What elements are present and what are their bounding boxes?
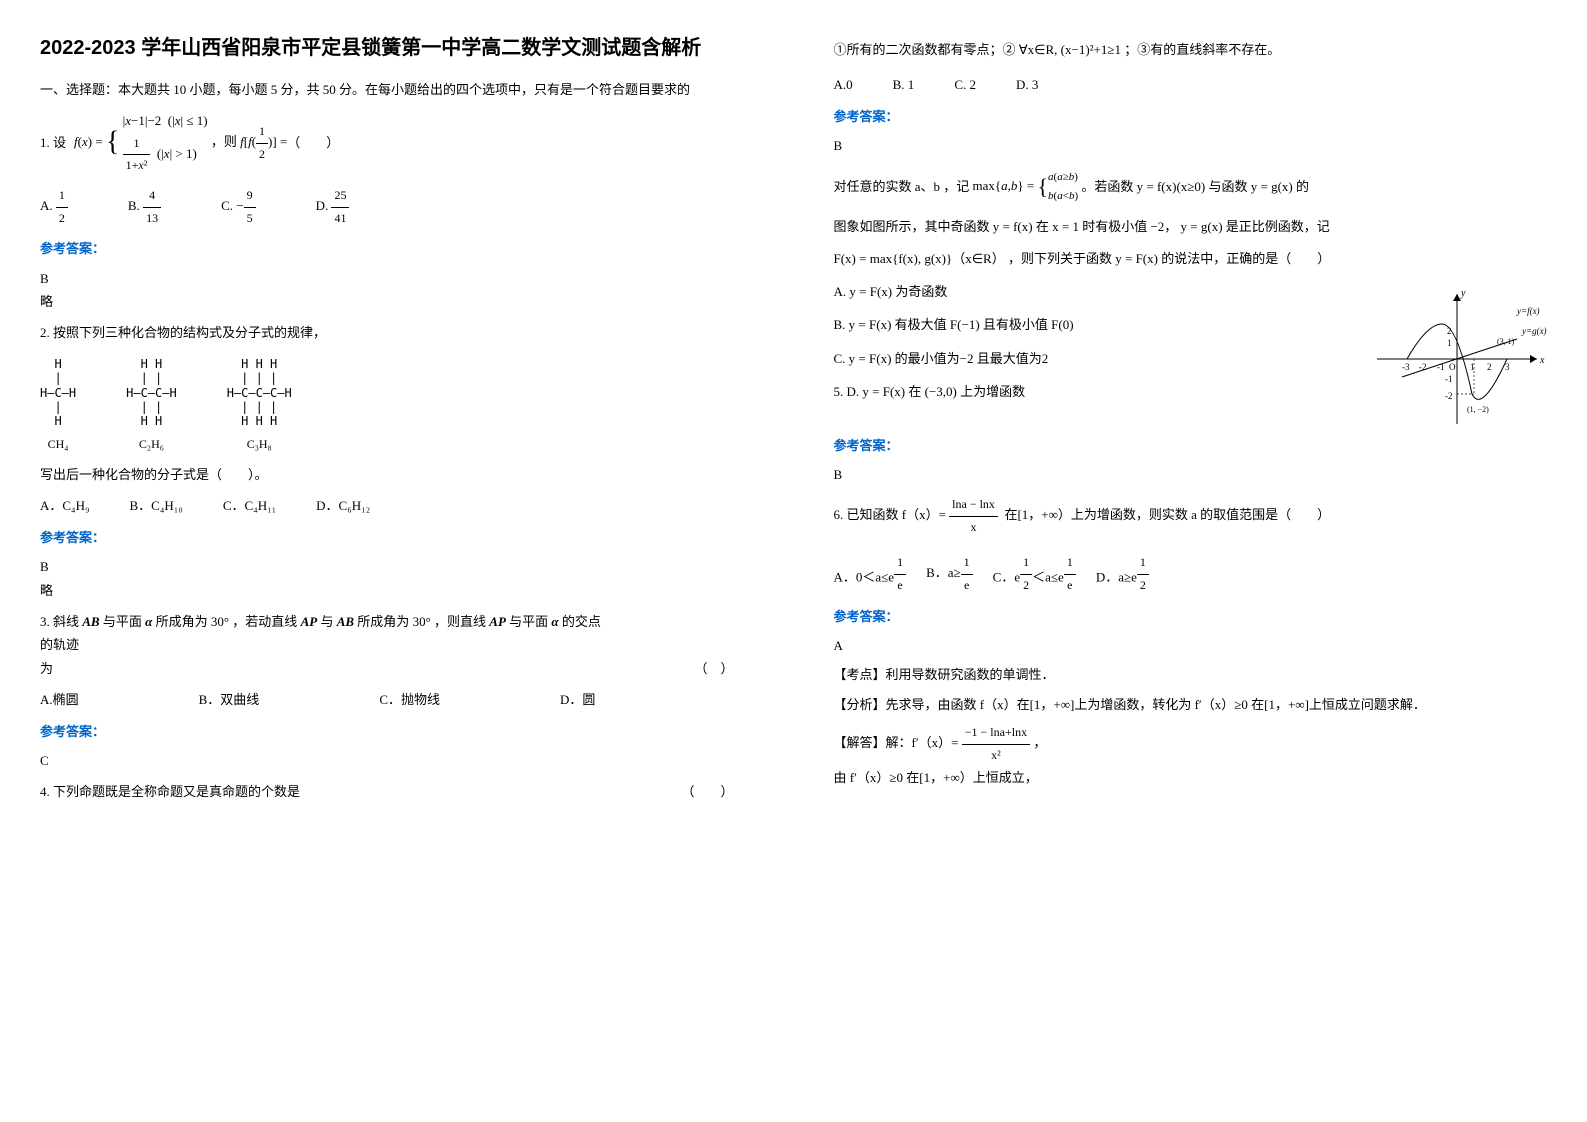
q6-options: A．0＜a≤e1e B．a≥1e C．e12＜a≤e1e D．a≥e12 <box>834 552 1548 596</box>
svg-text:2: 2 <box>1487 362 1492 372</box>
q6-solve-label: 【解答】解：f′（x）= <box>834 735 959 750</box>
q2-options: A．C₄H₉ B．C₄H₁₀ C．C₄H₁₁ D．C₆H₁₂ <box>40 494 754 517</box>
svg-text:3: 3 <box>1505 362 1510 372</box>
question-4-cont: ①所有的二次函数都有零点；② ∀x∈R, (x−1)²+1≥1 ；③有的直线斜率… <box>834 38 1548 158</box>
q6-analysis-2: 【分析】先求导，由函数 f（x）在[1，+∞]上为增函数，转化为 f′（x）≥0… <box>834 693 1548 716</box>
svg-text:-1: -1 <box>1445 374 1453 384</box>
q3-options: A.椭圆 B．双曲线 C．抛物线 D．圆 <box>40 688 754 711</box>
svg-text:-2: -2 <box>1445 391 1453 401</box>
q2-note: 略 <box>40 579 754 602</box>
q2-answer: B <box>40 555 754 578</box>
q4-answer-label: 参考答案： <box>834 105 1548 128</box>
q1-answer: B <box>40 267 754 290</box>
svg-text:1: 1 <box>1447 338 1452 348</box>
q6-answer: A <box>834 634 1548 657</box>
q4-options: A.0 B. 1 C. 2 D. 3 <box>834 73 1548 96</box>
q6-answer-label: 参考答案： <box>834 605 1548 628</box>
q6-analysis-1: 【考点】利用导数研究函数的单调性． <box>834 663 1548 686</box>
q4-answer: B <box>834 134 1548 157</box>
q1-bracket: （ ） <box>287 131 339 154</box>
molecule-diagrams: H | H—C—H | H CH₄ H H | | H—C—C—H | | H … <box>40 357 754 451</box>
question-1: 1. 设 f(x) = { |x−1|−2 (|x| ≤ 1) 11+x² (|… <box>40 109 754 313</box>
q6-solve-2: 由 f′（x）≥0 在[1，+∞）上恒成立， <box>834 766 1548 789</box>
q5-answer-label: 参考答案： <box>834 434 1548 457</box>
q3-answer-label: 参考答案： <box>40 720 754 743</box>
q1-note: 略 <box>40 290 754 313</box>
q4-bracket: （ ） <box>681 780 733 803</box>
q1-options: A. 12 B. 413 C. −95 D. 2541 <box>40 185 754 229</box>
svg-text:x: x <box>1539 355 1545 366</box>
section-instructions: 一、选择题：本大题共 10 小题，每小题 5 分，共 50 分。在每小题给出的四… <box>40 78 754 101</box>
q2-stem2: 写出后一种化合物的分子式是（ ）。 <box>40 463 754 486</box>
q1-stem: 1. 设 <box>40 131 66 154</box>
left-column: 2022-2023 学年山西省阳泉市平定县锁簧第一中学高二数学文测试题含解析 一… <box>0 0 794 1122</box>
q5-answer: B <box>834 463 1548 486</box>
question-5: 对任意的实数 a、b ，记 max{a,b} = {a(a≥b)b(a<b) 。… <box>834 168 1548 487</box>
svg-text:(3, 1): (3, 1) <box>1497 337 1515 346</box>
q5-graph: x y O -3 -2 -1 1 2 3 2 1 -1 -2 y=f(x) y=… <box>1367 284 1547 434</box>
question-4-stem: 4. 下列命题既是全称命题又是真命题的个数是 （ ） <box>40 780 754 803</box>
molecule-c2h6: H H | | H—C—C—H | | H H C₂H₆ <box>126 357 177 451</box>
q1-answer-label: 参考答案： <box>40 237 754 260</box>
question-2: 2. 按照下列三种化合物的结构式及分子式的规律， H | H—C—H | H C… <box>40 321 754 602</box>
exam-title: 2022-2023 学年山西省阳泉市平定县锁簧第一中学高二数学文测试题含解析 <box>40 30 754 66</box>
svg-text:(1, −2): (1, −2) <box>1467 405 1489 414</box>
q2-answer-label: 参考答案： <box>40 526 754 549</box>
molecule-c3h8: H H H | | | H—C—C—C—H | | | H H H C₃H₈ <box>227 357 292 451</box>
svg-text:y: y <box>1460 288 1466 299</box>
q3-bracket: （ ） <box>694 657 733 680</box>
q3-answer: C <box>40 749 754 772</box>
svg-text:O: O <box>1449 362 1456 372</box>
right-column: ①所有的二次函数都有零点；② ∀x∈R, (x−1)²+1≥1 ；③有的直线斜率… <box>794 0 1587 1122</box>
svg-text:-3: -3 <box>1402 362 1410 372</box>
svg-text:y=g(x): y=g(x) <box>1521 326 1547 336</box>
question-3: 3. 斜线 AB 与平面 α 所成角为 30° ，若动直线 AP 与 AB 所成… <box>40 610 754 772</box>
svg-text:y=f(x): y=f(x) <box>1516 306 1540 316</box>
q2-stem: 2. 按照下列三种化合物的结构式及分子式的规律， <box>40 321 754 344</box>
molecule-ch4: H | H—C—H | H CH₄ <box>40 357 76 451</box>
question-6: 6. 已知函数 f（x）= lna − lnxx 在[1，+∞）上为增函数，则实… <box>834 494 1548 790</box>
